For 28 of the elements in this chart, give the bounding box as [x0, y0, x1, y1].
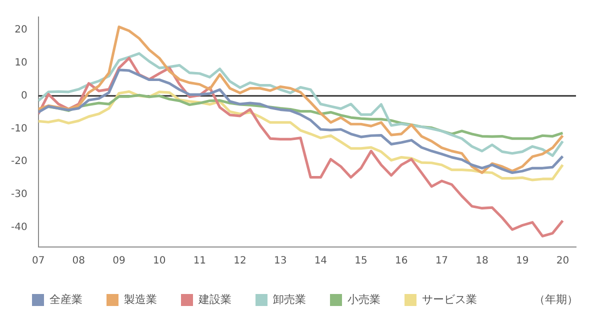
- x-tick-label: 15: [354, 256, 368, 267]
- y-tick-label: 0: [20, 90, 28, 102]
- legend-label: サービス業: [422, 292, 477, 306]
- x-tick-label: 11: [193, 256, 206, 267]
- x-tick-label: 20: [556, 256, 570, 267]
- y-tick-label: 20: [14, 24, 28, 36]
- x-tick-label: 07: [32, 256, 45, 267]
- legend-label: 製造業: [124, 292, 157, 306]
- legend-label: 建設業: [198, 292, 232, 306]
- text: （年期）: [534, 292, 578, 306]
- legend-label: 全産業: [50, 292, 82, 306]
- legend-label: 卸売業: [273, 292, 306, 306]
- y-tick-label: 10: [14, 58, 28, 69]
- x-tick-label: 18: [476, 256, 488, 267]
- x-tick-label: 16: [394, 256, 408, 267]
- x-tick-label: 08: [72, 256, 86, 267]
- y-tick-label: -40: [10, 222, 28, 233]
- y-tick-label: -30: [10, 189, 28, 200]
- x-tick-label: 12: [234, 256, 246, 267]
- x-tick-label: 17: [435, 256, 448, 267]
- x-tick-label: 19: [516, 256, 529, 267]
- x-tick-label: 14: [314, 256, 328, 267]
- y-tick-label: -20: [10, 156, 28, 168]
- legend-label: 小売業: [348, 292, 380, 306]
- x-tick-label: 10: [152, 256, 166, 267]
- y-tick-label: -10: [10, 123, 28, 134]
- x-tick-label: 13: [274, 256, 287, 267]
- x-tick-label: 09: [112, 256, 126, 267]
